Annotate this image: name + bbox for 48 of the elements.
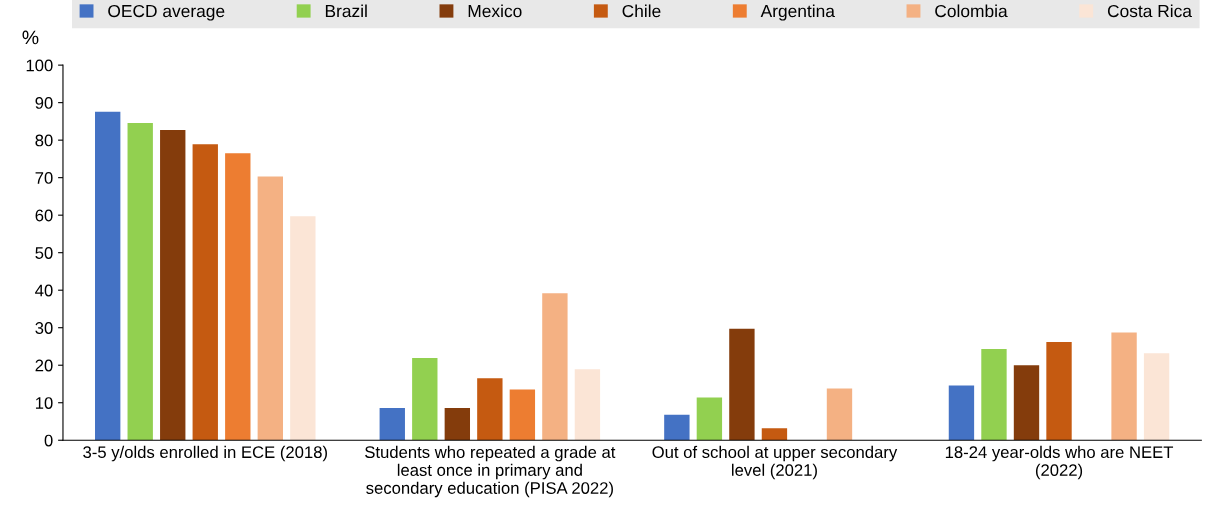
- y-tick-label: 10: [35, 397, 53, 409]
- y-tick-label: 40: [35, 284, 53, 297]
- bar: [1143, 353, 1170, 441]
- y-tick-label: 20: [35, 359, 53, 372]
- bar: [574, 369, 601, 441]
- bar: [95, 111, 121, 441]
- y-tick-label: 60: [35, 209, 53, 222]
- bar: [412, 358, 438, 441]
- legend-label: Chile: [622, 4, 661, 18]
- bar: [948, 385, 975, 441]
- bar: [192, 144, 218, 441]
- legend-label: Mexico: [468, 4, 522, 18]
- bar: [761, 428, 788, 441]
- bar: [444, 407, 471, 441]
- bar: [257, 176, 283, 441]
- y-tick-label: 0: [44, 434, 53, 447]
- bar: [1046, 341, 1072, 441]
- legend-label: OECD average: [108, 4, 225, 21]
- bar: [290, 216, 316, 441]
- y-tick-label: 30: [35, 322, 53, 334]
- bar: [981, 349, 1007, 441]
- legend-label: Colombia: [935, 4, 1008, 18]
- y-tick-label: 90: [35, 97, 53, 109]
- bar: [826, 388, 853, 441]
- x-tick-label: 18-24 year-olds who are NEET (2022): [945, 445, 1174, 480]
- y-axis-title: %: [22, 30, 39, 45]
- bar: [509, 389, 536, 441]
- legend-label: Brazil: [325, 4, 367, 18]
- bar: [1013, 365, 1040, 441]
- bar: [127, 122, 153, 441]
- bar: [477, 378, 503, 441]
- legend-label: Costa Rica: [1107, 4, 1192, 18]
- bar: [729, 328, 755, 441]
- legend-label: Argentina: [760, 4, 835, 21]
- bar: [160, 130, 186, 441]
- bar: [696, 397, 723, 441]
- y-tick-label: 80: [35, 134, 53, 147]
- bar: [379, 407, 405, 441]
- bar: [542, 293, 568, 441]
- x-tick-label: 3-5 y/olds enrolled in ECE (2018): [83, 445, 327, 462]
- bar: [225, 153, 251, 441]
- x-tick-label: Out of school at upper secondary level (2021): [652, 445, 898, 480]
- bar: [1111, 332, 1137, 441]
- y-tick-label: 70: [35, 172, 53, 184]
- bar: [664, 414, 690, 441]
- y-tick-label: 50: [35, 247, 53, 259]
- x-tick-label: Students who repeated a grade at least once in primary and secondary education (PISA 2022): [365, 445, 616, 498]
- y-tick-label: 100: [26, 59, 53, 72]
